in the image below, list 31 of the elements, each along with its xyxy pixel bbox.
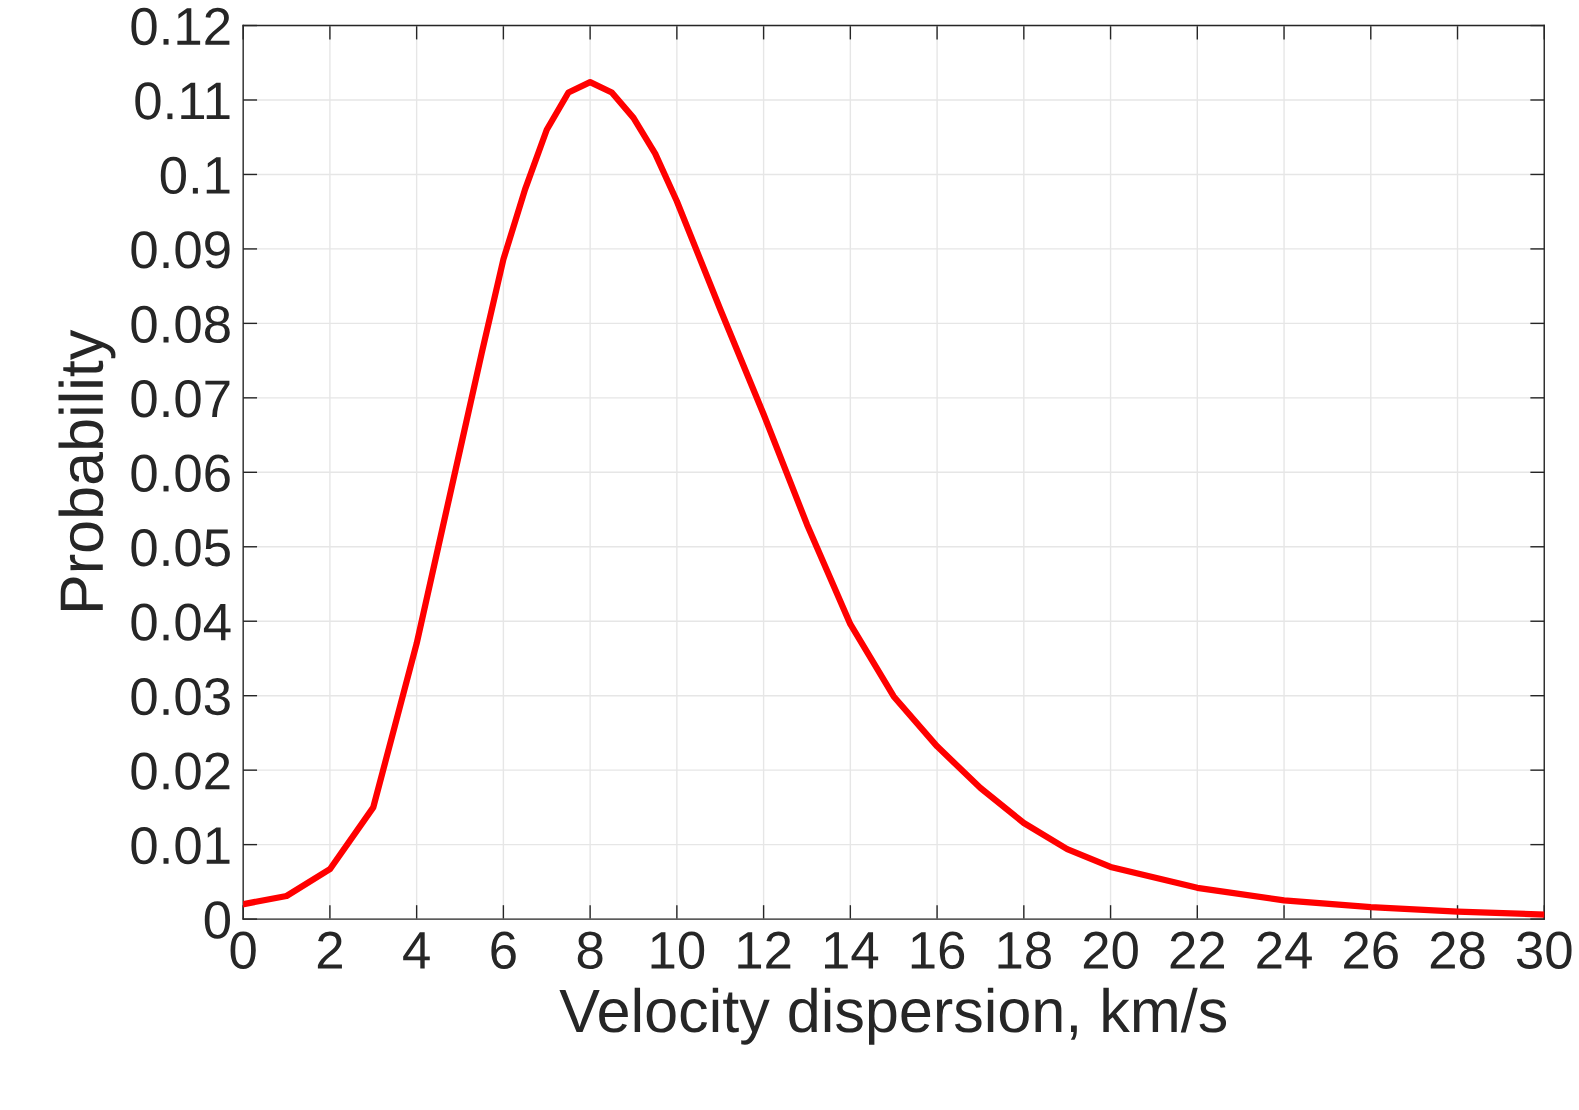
x-tick-label: 10 — [651, 931, 705, 969]
x-tick-label: 2 — [317, 931, 342, 969]
x-tick-label: 16 — [911, 931, 965, 969]
x-tick-label: 12 — [738, 931, 791, 969]
y-tick-label: 0 — [204, 901, 230, 939]
x-tick-label: 22 — [1170, 931, 1225, 969]
y-tick-label: 0.11 — [135, 82, 230, 120]
x-tick-label: 30 — [1516, 931, 1572, 969]
y-tick-label: 0.08 — [131, 305, 230, 344]
x-tick-label: 14 — [825, 932, 879, 969]
y-tick-label: 0.12 — [131, 7, 230, 46]
x-tick-label: 8 — [577, 931, 603, 969]
y-tick-label: 0.1 — [160, 156, 230, 195]
y-tick-label: 0.04 — [131, 603, 231, 641]
x-tick-label: 4 — [403, 932, 430, 969]
y-tick-label: 0.09 — [131, 231, 230, 269]
y-tick-label: 0.05 — [131, 529, 230, 567]
y-tick-label: 0.01 — [131, 826, 230, 865]
x-tick-label: 6 — [491, 931, 516, 969]
x-tick-label: 26 — [1344, 931, 1398, 969]
x-tick-label: 0 — [230, 931, 256, 969]
x-axis-title: Velocity dispersion, km/s — [559, 987, 1227, 1045]
x-tick-label: 20 — [1083, 931, 1138, 969]
y-axis-title: Probability — [58, 329, 116, 610]
x-tick-label: 28 — [1430, 931, 1485, 969]
y-tick-label: 0.03 — [131, 677, 230, 716]
y-tick-label: 0.02 — [131, 752, 230, 790]
y-tick-label: 0.06 — [131, 454, 230, 492]
x-tick-label: 18 — [998, 931, 1051, 969]
y-tick-label: 0.07 — [131, 380, 230, 418]
x-tick-label: 24 — [1257, 931, 1312, 969]
